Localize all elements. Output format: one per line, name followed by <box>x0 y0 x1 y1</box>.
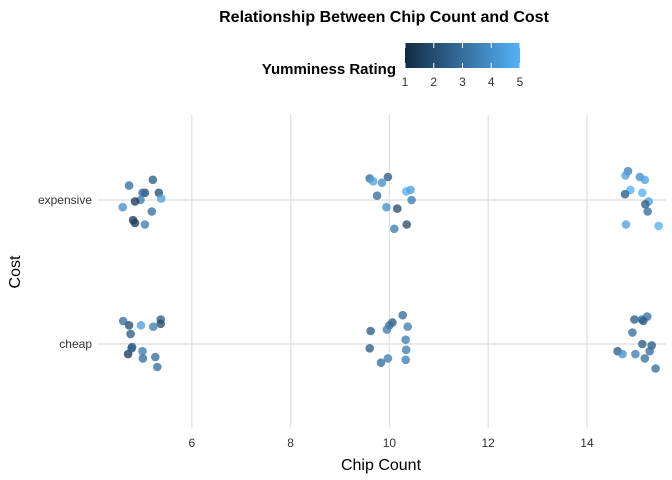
data-point <box>406 185 415 195</box>
data-point <box>645 346 654 356</box>
data-point <box>118 202 127 212</box>
data-point <box>407 195 416 205</box>
data-point <box>638 188 647 198</box>
y-tick-label: cheap <box>59 337 92 351</box>
data-point <box>382 325 392 334</box>
data-point <box>151 352 160 362</box>
data-point <box>643 207 652 216</box>
legend-title: Yumminess Rating <box>262 61 396 78</box>
x-tick-label: 14 <box>580 436 594 450</box>
data-point <box>393 204 402 213</box>
data-point <box>628 328 637 337</box>
data-point <box>376 358 386 368</box>
data-point <box>140 220 150 229</box>
data-point <box>654 221 663 231</box>
data-point <box>640 175 650 185</box>
data-point <box>124 321 134 330</box>
data-point <box>621 220 631 229</box>
gridlines <box>98 115 666 428</box>
data-point <box>148 175 158 185</box>
x-axis-ticks: 6 8 10 12 14 <box>188 436 593 450</box>
data-point <box>641 200 650 209</box>
data-point <box>138 188 147 198</box>
data-point <box>390 224 399 234</box>
data-point <box>383 354 393 363</box>
x-tick-label: 6 <box>188 436 195 450</box>
data-point <box>368 177 378 186</box>
data-point <box>118 316 128 326</box>
data-point <box>630 315 639 324</box>
data-point <box>127 344 136 353</box>
y-axis-ticks: cheap expensive <box>38 193 92 351</box>
data-point <box>156 319 165 329</box>
data-point <box>398 310 408 320</box>
legend-tick-label: 5 <box>517 75 524 89</box>
legend: Yumminess Rating 1 2 3 4 5 <box>262 43 524 89</box>
data-point <box>156 194 166 203</box>
x-axis-label: Chip Count <box>341 457 422 474</box>
data-point <box>366 326 375 336</box>
data-point <box>401 335 411 345</box>
data-point <box>138 346 147 356</box>
data-point <box>401 355 411 365</box>
data-point <box>126 329 135 339</box>
data-point <box>403 322 413 332</box>
data-point <box>130 218 140 228</box>
data-point <box>638 339 647 349</box>
data-point <box>149 322 158 332</box>
data-point <box>618 349 627 359</box>
data-point <box>124 181 134 190</box>
data-point <box>365 344 375 353</box>
chart-title: Relationship Between Chip Count and Cost <box>219 9 549 26</box>
data-point <box>383 172 393 182</box>
legend-tick-label: 3 <box>459 75 466 89</box>
data-point <box>401 345 411 355</box>
data-point <box>138 354 148 363</box>
data-point <box>136 321 146 330</box>
data-point <box>130 197 140 206</box>
data-points <box>118 166 663 373</box>
data-point <box>621 171 630 180</box>
x-tick-label: 8 <box>287 436 294 450</box>
data-point <box>147 207 157 216</box>
data-point <box>377 178 387 187</box>
y-axis-label: Cost <box>7 255 24 288</box>
legend-tick-label: 1 <box>402 75 409 89</box>
data-point <box>402 220 412 229</box>
data-point <box>631 349 640 359</box>
legend-tick-label: 2 <box>430 75 437 89</box>
data-point <box>153 362 162 372</box>
y-tick-label: expensive <box>38 193 92 207</box>
data-point <box>651 364 660 373</box>
legend-tick-label: 4 <box>488 75 495 89</box>
x-tick-label: 10 <box>383 436 397 450</box>
x-tick-label: 12 <box>482 436 496 450</box>
data-point <box>372 191 382 200</box>
data-point <box>620 189 630 199</box>
data-point <box>382 202 391 212</box>
data-point <box>640 354 650 363</box>
data-point <box>639 316 648 326</box>
